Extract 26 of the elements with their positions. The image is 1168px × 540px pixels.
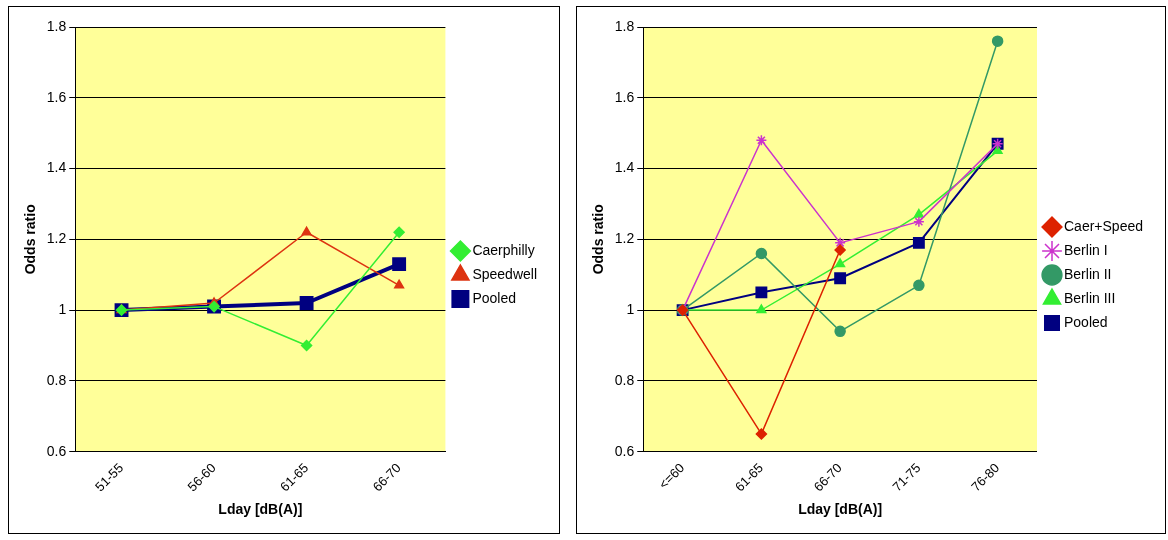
- legend-label: Speedwell: [472, 265, 538, 282]
- legend-label: Berlin I: [1064, 241, 1108, 258]
- y-tick-label: 1.8: [46, 17, 67, 34]
- legend-label: Caer+Speed: [1064, 217, 1144, 234]
- x-axis-title: Lday [dB(A)]: [798, 501, 883, 518]
- y-tick-label: 1.2: [46, 230, 67, 247]
- legend-label: Pooled: [1064, 313, 1108, 330]
- y-axis-title: Odds ratio: [22, 204, 39, 275]
- y-tick-label: 1.4: [614, 159, 635, 176]
- y-tick-label: 1: [626, 300, 635, 317]
- legend-label: Pooled: [472, 289, 516, 306]
- y-tick-label: 1.6: [614, 88, 635, 105]
- y-tick-label: 0.6: [614, 442, 635, 459]
- y-tick-label: 0.6: [46, 442, 67, 459]
- legend-label: Caerphilly: [472, 241, 535, 258]
- y-axis-title: Odds ratio: [590, 204, 607, 275]
- y-tick-label: 0.8: [614, 371, 635, 388]
- y-tick-label: 1.6: [46, 88, 67, 105]
- x-axis-title: Lday [dB(A)]: [218, 501, 303, 518]
- y-tick-label: 1.2: [614, 230, 635, 247]
- legend-label: Berlin II: [1064, 265, 1112, 282]
- y-tick-label: 0.8: [46, 371, 67, 388]
- legend-label: Berlin III: [1064, 289, 1116, 306]
- y-tick-label: 1.4: [46, 159, 67, 176]
- y-tick-label: 1: [58, 300, 67, 317]
- y-tick-label: 1.8: [614, 17, 635, 34]
